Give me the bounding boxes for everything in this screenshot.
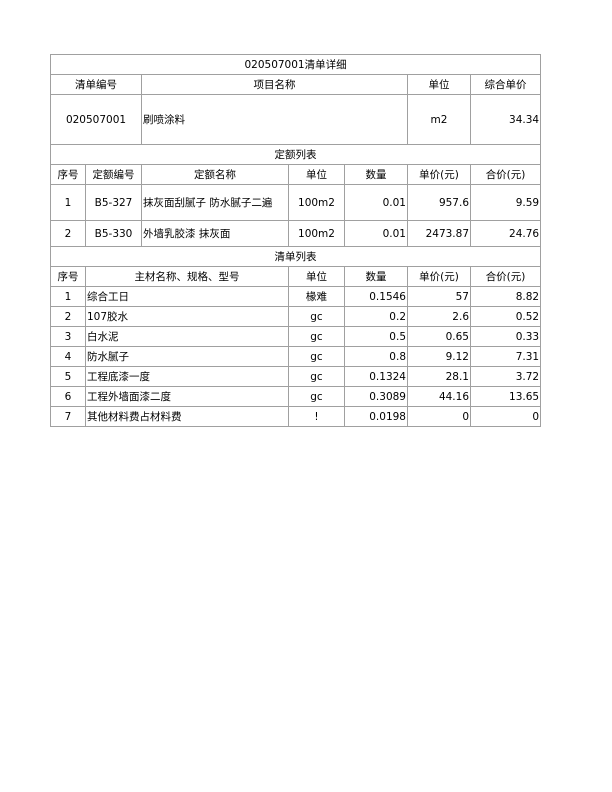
quota-header-total: 合价(元) [469, 164, 542, 185]
cell-qty: 0.01 [344, 184, 408, 221]
bill-name: 刷喷涂料 [141, 94, 408, 145]
cell-no: 1 [50, 286, 86, 307]
cell-unit: gc [288, 346, 345, 367]
header-code: 清单编号 [50, 74, 142, 95]
cell-name: 107胶水 [85, 306, 289, 327]
list-header-no: 序号 [50, 266, 86, 287]
quota-header-price: 单价(元) [407, 164, 471, 185]
list-row: 6 工程外墙面漆二度 gc 0.3089 44.16 13.65 [50, 386, 542, 407]
cell-total: 9.59 [469, 184, 542, 221]
bill-unit: m2 [407, 94, 471, 145]
header-unit: 单位 [407, 74, 471, 95]
cell-price: 28.1 [407, 366, 471, 387]
cell-qty: 0.0198 [344, 406, 408, 427]
header-price: 综合单价 [469, 74, 542, 95]
cell-code: B5-330 [85, 220, 142, 247]
cell-total: 7.31 [469, 346, 542, 367]
cell-total: 8.82 [469, 286, 542, 307]
quota-header-no: 序号 [50, 164, 86, 185]
cell-price: 2.6 [407, 306, 471, 327]
cell-qty: 0.5 [344, 326, 408, 347]
list-row: 1 综合工日 椽难 0.1546 57 8.82 [50, 286, 542, 307]
list-row: 3 白水泥 gc 0.5 0.65 0.33 [50, 326, 542, 347]
cell-total: 0 [469, 406, 542, 427]
cell-name: 其他材料费占材料费 [85, 406, 289, 427]
list-header-price: 单价(元) [407, 266, 471, 287]
list-header-unit: 单位 [288, 266, 345, 287]
list-row: 7 其他材料费占材料费! 0.0198 0 0 [50, 406, 542, 427]
cell-total: 0.33 [469, 326, 542, 347]
cell-no: 5 [50, 366, 86, 387]
bill-detail-table: 020507001清单详细 清单编号 项目名称 单位 综合单价 02050700… [49, 54, 542, 427]
list-header-name: 主材名称、规格、型号 [85, 266, 289, 287]
cell-qty: 0.2 [344, 306, 408, 327]
cell-name: 抹灰面刮腻子 防水腻子二遍 [141, 184, 289, 221]
cell-unit: 椽难 [288, 286, 345, 307]
cell-qty: 0.1324 [344, 366, 408, 387]
list-row: 2 107胶水 gc 0.2 2.6 0.52 [50, 306, 542, 327]
list-section-title: 清单列表 [49, 246, 542, 267]
cell-unit: 100m2 [288, 184, 345, 221]
cell-unit: ! [288, 406, 345, 427]
cell-name: 综合工日 [85, 286, 289, 307]
cell-qty: 0.8 [344, 346, 408, 367]
list-header-qty: 数量 [344, 266, 408, 287]
cell-unit: 100m2 [288, 220, 345, 247]
cell-no: 2 [50, 306, 86, 327]
quota-row: 2 B5-330 外墙乳胶漆 抹灰面 100m2 0.01 2473.87 24… [50, 220, 542, 247]
bill-code: 020507001 [50, 94, 142, 145]
cell-qty: 0.01 [344, 220, 408, 247]
quota-header-unit: 单位 [288, 164, 345, 185]
cell-no: 6 [50, 386, 86, 407]
cell-price: 44.16 [407, 386, 471, 407]
cell-qty: 0.3089 [344, 386, 408, 407]
cell-unit: gc [288, 386, 345, 407]
cell-no: 1 [50, 184, 86, 221]
cell-total: 24.76 [469, 220, 542, 247]
quota-header-qty: 数量 [344, 164, 408, 185]
quota-row: 1 B5-327 抹灰面刮腻子 防水腻子二遍 100m2 0.01 957.6 … [50, 184, 542, 221]
cell-code: B5-327 [85, 184, 142, 221]
cell-name: 白水泥 [85, 326, 289, 347]
cell-price: 2473.87 [407, 220, 471, 247]
cell-price: 957.6 [407, 184, 471, 221]
cell-total: 13.65 [469, 386, 542, 407]
list-row: 4 防水腻子 gc 0.8 9.12 7.31 [50, 346, 542, 367]
cell-unit: gc [288, 366, 345, 387]
cell-price: 0.65 [407, 326, 471, 347]
cell-name: 工程底漆一度 [85, 366, 289, 387]
cell-total: 0.52 [469, 306, 542, 327]
quota-header-name: 定额名称 [141, 164, 289, 185]
cell-total: 3.72 [469, 366, 542, 387]
list-header-total: 合价(元) [469, 266, 542, 287]
list-row: 5 工程底漆一度 gc 0.1324 28.1 3.72 [50, 366, 542, 387]
cell-price: 9.12 [407, 346, 471, 367]
header-name: 项目名称 [141, 74, 408, 95]
cell-unit: gc [288, 326, 345, 347]
cell-price: 0 [407, 406, 471, 427]
cell-no: 7 [50, 406, 86, 427]
cell-name: 工程外墙面漆二度 [85, 386, 289, 407]
cell-name: 外墙乳胶漆 抹灰面 [141, 220, 289, 247]
cell-qty: 0.1546 [344, 286, 408, 307]
quota-section-title: 定额列表 [49, 144, 542, 165]
cell-no: 3 [50, 326, 86, 347]
cell-price: 57 [407, 286, 471, 307]
bill-price: 34.34 [469, 94, 542, 145]
cell-no: 4 [50, 346, 86, 367]
quota-header-code: 定额编号 [85, 164, 142, 185]
cell-name: 防水腻子 [85, 346, 289, 367]
table-title: 020507001清单详细 [49, 54, 542, 75]
cell-unit: gc [288, 306, 345, 327]
cell-no: 2 [50, 220, 86, 247]
